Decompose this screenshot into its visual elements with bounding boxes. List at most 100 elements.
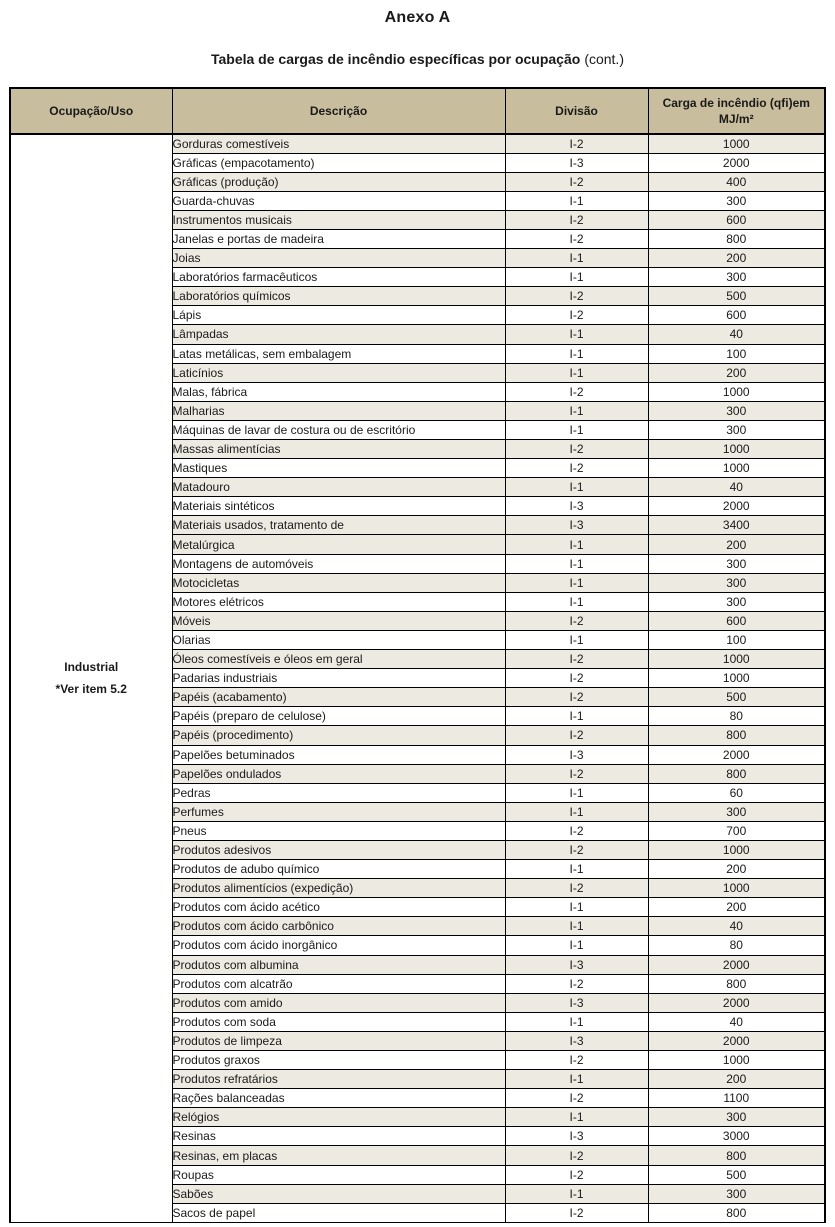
cell-divisao: I-2 xyxy=(504,228,649,250)
cell-descricao: Laboratórios químicos xyxy=(171,286,506,307)
table-row: Produtos adesivos I-2 1000 xyxy=(10,839,826,861)
cell-divisao: I-3 xyxy=(504,1030,649,1052)
cell-divisao: I-1 xyxy=(504,1069,649,1090)
table-row: Papéis (preparo de celulose) I-1 80 xyxy=(10,706,826,727)
cell-divisao: I-1 xyxy=(504,1183,649,1204)
table-row: Materiais usados, tratamento de I-3 3400 xyxy=(10,515,826,536)
cell-divisao: I-1 xyxy=(504,916,649,937)
cell-carga: 300 xyxy=(647,572,826,593)
cell-descricao: Produtos com soda xyxy=(171,1011,506,1032)
table-row: Produtos com ácido carbônico I-1 40 xyxy=(10,916,826,937)
cell-descricao: Laboratórios farmacêuticos xyxy=(171,267,506,288)
cell-carga: 40 xyxy=(647,1011,826,1032)
cell-carga: 80 xyxy=(647,706,826,727)
table-subtitle-main: Tabela de cargas de incêndio específicas… xyxy=(210,51,581,67)
cell-descricao: Mastiques xyxy=(171,458,506,479)
cell-divisao: I-1 xyxy=(504,534,649,555)
cell-divisao: I-3 xyxy=(504,515,649,536)
cell-divisao: I-1 xyxy=(504,362,649,383)
fire-load-table: Ocupação/Uso Descrição Divisão Carga de … xyxy=(9,87,826,1223)
cell-divisao: I-2 xyxy=(504,668,649,689)
cell-carga: 300 xyxy=(647,553,826,574)
table-row: Padarias industriais I-2 1000 xyxy=(10,668,826,689)
cell-divisao: I-2 xyxy=(504,839,649,861)
cell-divisao: I-2 xyxy=(504,133,649,154)
cell-divisao: I-1 xyxy=(504,400,649,421)
cell-carga: 1000 xyxy=(647,839,826,861)
cell-descricao: Resinas, em placas xyxy=(171,1145,506,1166)
cell-descricao: Materiais sintéticos xyxy=(171,496,506,517)
table-row: Produtos de adubo químico I-1 200 xyxy=(10,859,826,880)
cell-descricao: Produtos adesivos xyxy=(171,839,506,861)
cell-divisao: I-2 xyxy=(504,1088,649,1109)
cell-divisao: I-2 xyxy=(504,305,649,326)
cell-carga: 1000 xyxy=(647,458,826,479)
table-row: Papéis (procedimento) I-2 800 xyxy=(10,725,826,746)
column-header-descricao: Descrição xyxy=(171,87,506,135)
cell-descricao: Padarias industriais xyxy=(171,668,506,689)
cell-carga: 2000 xyxy=(647,152,826,173)
table-row: Malharias I-1 300 xyxy=(10,400,826,421)
cell-descricao: Pneus xyxy=(171,820,506,841)
table-row: Produtos de limpeza I-3 2000 xyxy=(10,1030,826,1052)
cell-divisao: I-1 xyxy=(504,572,649,593)
cell-carga: 100 xyxy=(647,343,826,364)
cell-descricao: Gráficas (produção) xyxy=(171,171,506,192)
cell-carga: 2000 xyxy=(647,744,826,765)
cell-divisao: I-1 xyxy=(504,477,649,498)
cell-divisao: I-2 xyxy=(504,687,649,708)
cell-descricao: Malharias xyxy=(171,400,506,421)
table-row: Perfumes I-1 300 xyxy=(10,801,826,822)
occupancy-group-note: *Ver item 5.2 xyxy=(55,682,127,697)
table-subtitle-cont: (cont.) xyxy=(584,51,624,67)
cell-descricao: Janelas e portas de madeira xyxy=(171,228,506,250)
cell-descricao: Máquinas de lavar de costura ou de escri… xyxy=(171,419,506,441)
cell-divisao: I-3 xyxy=(504,992,649,1013)
cell-descricao: Motocicletas xyxy=(171,572,506,593)
cell-carga: 2000 xyxy=(647,992,826,1013)
cell-divisao: I-2 xyxy=(504,1164,649,1185)
column-header-ocupacao: Ocupação/Uso xyxy=(9,87,173,135)
cell-carga: 300 xyxy=(647,419,826,441)
cell-divisao: I-1 xyxy=(504,935,649,956)
cell-descricao: Malas, fábrica xyxy=(171,381,506,402)
cell-carga: 300 xyxy=(647,591,826,612)
cell-carga: 800 xyxy=(647,228,826,250)
cell-divisao: I-2 xyxy=(504,438,649,460)
cell-descricao: Laticínios xyxy=(171,362,506,383)
cell-descricao: Papéis (acabamento) xyxy=(171,687,506,708)
cell-descricao: Materiais usados, tratamento de xyxy=(171,515,506,536)
cell-carga: 300 xyxy=(647,267,826,288)
cell-descricao: Produtos de adubo químico xyxy=(171,859,506,880)
table-row: Produtos refratários I-1 200 xyxy=(10,1069,826,1090)
cell-carga: 1000 xyxy=(647,878,826,899)
cell-carga: 300 xyxy=(647,400,826,421)
cell-divisao: I-1 xyxy=(504,343,649,364)
table-row: Máquinas de lavar de costura ou de escri… xyxy=(10,419,826,441)
table-row: Produtos graxos I-2 1000 xyxy=(10,1049,826,1071)
cell-carga: 200 xyxy=(647,859,826,880)
cell-divisao: I-1 xyxy=(504,1011,649,1032)
cell-divisao: I-2 xyxy=(504,725,649,746)
table-row: Resinas, em placas I-2 800 xyxy=(10,1145,826,1166)
table-row: Produtos com albumina I-3 2000 xyxy=(10,954,826,975)
cell-carga: 1000 xyxy=(647,668,826,689)
cell-carga: 600 xyxy=(647,209,826,230)
table-row: Mastiques I-2 1000 xyxy=(10,458,826,479)
cell-carga: 40 xyxy=(647,477,826,498)
cell-descricao: Guarda-chuvas xyxy=(171,190,506,211)
cell-carga: 300 xyxy=(647,801,826,822)
cell-descricao: Olarias xyxy=(171,629,506,651)
table-row: Latas metálicas, sem embalagem I-1 100 xyxy=(10,343,826,364)
table-row: Produtos alimentícios (expedição) I-2 1000 xyxy=(10,878,826,899)
cell-descricao: Produtos com ácido carbônico xyxy=(171,916,506,937)
table-row: Janelas e portas de madeira I-2 800 xyxy=(10,228,826,250)
cell-divisao: I-1 xyxy=(504,324,649,345)
cell-carga: 40 xyxy=(647,324,826,345)
table-row: Papelões ondulados I-2 800 xyxy=(10,763,826,784)
cell-divisao: I-1 xyxy=(504,190,649,211)
cell-divisao: I-2 xyxy=(504,610,649,631)
cell-divisao: I-1 xyxy=(504,248,649,269)
cell-carga: 1000 xyxy=(647,438,826,460)
table-row: Produtos com ácido acético I-1 200 xyxy=(10,897,826,918)
